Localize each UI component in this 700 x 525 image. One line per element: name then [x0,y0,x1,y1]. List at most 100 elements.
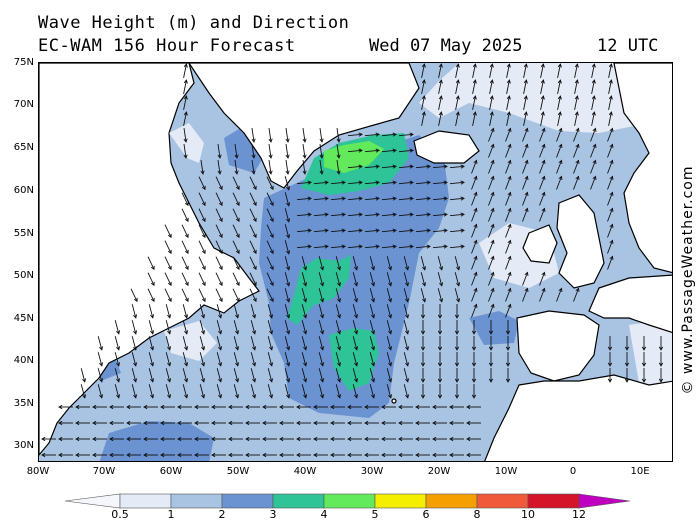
wave-direction-arrow [556,175,563,190]
wave-direction-arrow [471,255,478,270]
wave-direction-arrow [109,436,124,442]
wave-direction-arrow [109,404,124,410]
wave-direction-arrow [415,404,430,410]
wave-direction-arrow [415,180,431,185]
wave-direction-arrow [454,256,461,271]
wave-direction-arrow [284,352,291,367]
wave-direction-arrow [301,320,308,335]
wave-direction-arrow [607,191,614,206]
wave-direction-arrow [194,436,209,442]
wave-direction-arrow [249,272,257,287]
legend-label-5: 5 [371,508,379,521]
lat-label-70n: 70N [13,99,34,110]
wave-direction-arrow [109,452,124,458]
wave-direction-arrow [352,368,359,383]
wave-direction-arrow [80,384,87,399]
wave-direction-arrow [131,320,138,335]
wave-direction-arrow [386,272,393,287]
wave-direction-arrow [97,384,104,399]
wave-direction-arrow [471,368,477,383]
wave-direction-arrow [438,95,443,110]
wave-direction-arrow [381,244,397,249]
wave-direction-arrow [266,176,274,191]
legend-label-6: 6 [422,508,430,521]
wave-direction-arrow [369,288,376,303]
wave-direction-arrow [472,95,477,110]
wave-direction-arrow [284,256,291,271]
wave-direction-arrow [505,223,512,238]
wave-direction-arrow [284,368,291,383]
wave-direction-arrow [398,164,414,169]
land-iberia [516,310,600,382]
wave-zone-4-5m-peak [324,141,384,173]
wave-direction-arrow [415,228,431,233]
wave-direction-arrow [364,228,380,233]
wave-direction-arrow [574,63,579,78]
forecast-time: 12 UTC [597,36,659,56]
legend-label-10: 10 [521,508,535,521]
wave-direction-arrow [285,160,290,175]
wave-direction-arrow [347,452,362,458]
wave-direction-arrow [313,228,329,233]
wave-direction-arrow [284,336,291,351]
wave-direction-arrow [607,368,613,383]
wave-direction-arrow [364,180,380,185]
wave-direction-arrow [232,240,240,255]
wave-direction-arrow [352,256,359,271]
legend-swatch-0-5 [119,493,172,509]
wave-direction-arrow [505,336,511,351]
wave-direction-arrow [364,164,380,169]
wave-direction-arrow [432,244,448,249]
wave-zone-2-3m-southwest [99,421,214,461]
wave-direction-arrow [279,404,294,410]
wave-direction-arrow [147,288,155,303]
wave-direction-arrow [471,303,478,318]
wave-direction-arrow [641,352,647,367]
wave-direction-arrow [641,336,647,351]
wave-direction-arrow [336,144,341,159]
wave-direction-arrow [522,287,529,302]
wave-direction-arrow [471,384,477,399]
wave-direction-arrow [454,320,460,335]
lat-label-60n: 60N [13,185,34,196]
wave-direction-arrow [126,436,141,442]
wave-direction-arrow [313,180,329,185]
wave-direction-arrow [148,352,155,367]
wave-direction-arrow [148,336,155,351]
wave-direction-arrow [437,368,443,383]
wave-direction-arrow [591,95,596,110]
wave-direction-arrow [347,436,362,442]
wave-direction-arrow [488,255,495,270]
wave-direction-arrow [165,368,172,383]
wave-direction-arrow [199,368,206,383]
wave-direction-arrow [177,420,192,426]
wave-direction-arrow [285,144,290,159]
wave-direction-arrow [182,336,189,351]
wave-direction-arrow [267,320,274,335]
wave-direction-arrow [624,336,630,351]
wave-direction-arrow [488,159,495,174]
wave-direction-arrow [403,384,410,399]
wave-direction-arrow [301,352,308,367]
wave-direction-arrow [266,256,274,271]
wave-direction-arrow [245,452,260,458]
wave-direction-arrow [330,180,346,185]
wave-direction-arrow [489,79,494,94]
wave-direction-arrow [352,288,359,303]
wave-direction-arrow [216,384,223,399]
wave-direction-arrow [607,159,614,174]
wave-direction-arrow [432,228,448,233]
wave-direction-arrow [540,111,545,126]
wave-direction-arrow [177,404,192,410]
lon-label-70w: 70W [92,466,116,477]
wave-direction-arrow [624,352,630,367]
wave-direction-arrow [403,352,410,367]
wave-direction-arrow [335,288,342,303]
wave-direction-arrow [164,288,172,303]
wave-direction-arrow [454,384,460,399]
wave-direction-arrow [556,127,563,142]
land-europe [588,274,672,333]
wave-direction-arrow [472,79,477,94]
wave-direction-arrow [335,304,342,319]
credit-text: © www.PassageWeather.com [680,165,696,395]
